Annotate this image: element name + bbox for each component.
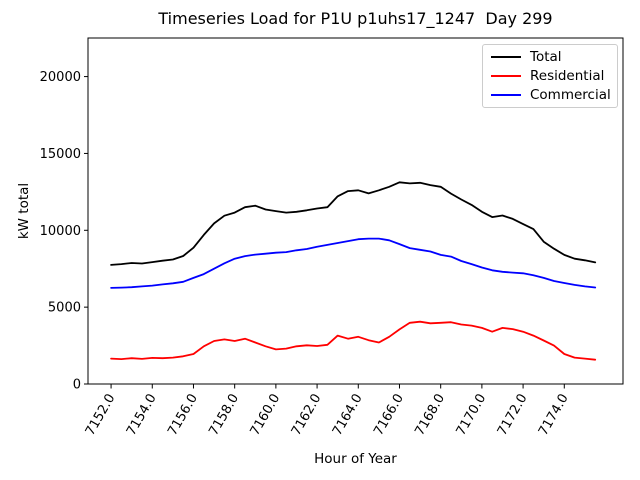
legend-label-commercial: Commercial [530, 86, 611, 103]
legend-entry-total: Total [483, 48, 617, 66]
series-line-commercial [110, 237, 597, 289]
legend-label-residential: Residential [530, 67, 605, 84]
x-tick-label: 7170.0 [454, 392, 490, 439]
x-axis-label: Hour of Year [314, 451, 397, 467]
x-tick-label: 7158.0 [206, 392, 242, 439]
legend-line-sample-commercial [491, 93, 521, 96]
x-tick-label: 7160.0 [248, 392, 284, 439]
legend-entry-commercial: Commercial [483, 86, 617, 104]
x-tick-label: 7152.0 [83, 392, 119, 439]
chart-title: Timeseries Load for P1U p1uhs17_1247 Day… [158, 9, 553, 28]
axes-border [87, 37, 624, 385]
legend-line-sample-residential [491, 74, 521, 77]
x-tick-label: 7166.0 [371, 392, 407, 439]
series-layer [110, 181, 597, 361]
y-tick-label: 0 [73, 378, 81, 393]
y-tick-label: 20000 [40, 70, 81, 85]
legend-line-sample-total [491, 56, 521, 59]
legend: Total Residential Commercial [482, 44, 618, 108]
x-tick-label: 7162.0 [289, 392, 325, 439]
x-tick-label: 7154.0 [124, 392, 160, 439]
x-tick-label: 7172.0 [495, 392, 531, 439]
y-tick-label: 15000 [40, 147, 81, 162]
x-tick-label: 7156.0 [165, 392, 201, 439]
y-tick-label: 10000 [40, 224, 81, 239]
y-tick-label: 5000 [48, 301, 81, 316]
series-line-total [110, 181, 597, 266]
legend-label-total: Total [530, 49, 562, 66]
x-tick-label: 7174.0 [536, 392, 572, 439]
legend-entry-residential: Residential [483, 67, 617, 85]
series-line-residential [110, 320, 597, 361]
x-tick-label: 7168.0 [412, 392, 448, 439]
x-tick-label: 7164.0 [330, 392, 366, 439]
